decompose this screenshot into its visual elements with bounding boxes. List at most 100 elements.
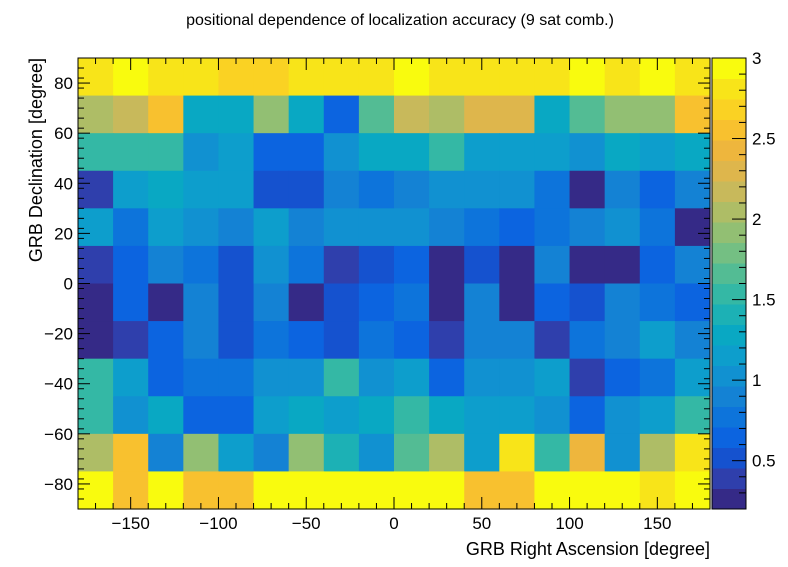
heatmap-cell — [394, 245, 430, 285]
heatmap-cell — [148, 283, 184, 322]
heatmap-cell — [253, 170, 290, 209]
heatmap-cell — [253, 396, 290, 435]
heatmap-cell — [394, 170, 430, 209]
heatmap-cell — [394, 358, 430, 397]
chart-title: positional dependence of localization ac… — [186, 12, 614, 29]
heatmap-cell — [358, 283, 395, 322]
heatmap-cell — [148, 358, 184, 397]
color-scale-segment — [712, 222, 746, 243]
heatmap-cell — [218, 95, 255, 134]
heatmap-cell — [183, 396, 220, 435]
heatmap-cell — [78, 433, 114, 473]
color-scale-segment — [712, 242, 746, 264]
heatmap-cell — [148, 95, 184, 134]
heatmap-cell — [148, 433, 184, 473]
heatmap-cell — [534, 396, 571, 435]
heatmap-cell — [569, 58, 606, 97]
heatmap-cell — [429, 396, 465, 435]
color-scale-segment — [712, 324, 746, 346]
heatmap-cell — [113, 321, 149, 360]
heatmap-cell — [674, 170, 711, 209]
heatmap-cell — [639, 433, 676, 473]
heatmap-cell — [499, 95, 536, 134]
heatmap-cell — [534, 321, 571, 360]
heatmap-cell — [604, 208, 641, 247]
heatmap-cell — [534, 283, 571, 322]
heatmap-cell — [148, 208, 184, 247]
heatmap-cell — [288, 170, 325, 209]
heatmap-cell — [113, 133, 149, 172]
heatmap-cell — [288, 95, 325, 134]
heatmap-cell — [358, 245, 395, 285]
heatmap-cell — [674, 245, 711, 285]
y-tick-label: 60 — [54, 124, 73, 143]
heatmap-cell — [148, 133, 184, 172]
heatmap-cell — [499, 170, 536, 209]
heatmap-cell — [464, 95, 500, 134]
color-scale-tick-label: 2 — [752, 210, 761, 229]
heatmap-cell — [429, 433, 465, 473]
heatmap-cell — [288, 133, 325, 172]
heatmap-cell — [499, 321, 536, 360]
heatmap-cell — [253, 58, 290, 97]
heatmap-cell — [323, 245, 360, 285]
heatmap-cell — [113, 95, 149, 134]
heatmap-cell — [113, 358, 149, 397]
heatmap-cell — [323, 133, 360, 172]
heatmap-cell — [604, 170, 641, 209]
heatmap-cell — [288, 433, 325, 473]
heatmap-cell — [604, 133, 641, 172]
heatmap-cell — [674, 283, 711, 322]
color-scale-tick-label: 3 — [752, 49, 761, 68]
heatmap-cell — [148, 58, 184, 97]
heatmap-cell — [253, 95, 290, 134]
heatmap-cell — [358, 58, 395, 97]
heatmap-cell — [429, 245, 465, 285]
color-scale-tick-label: 2.5 — [752, 130, 776, 149]
heatmap-cell — [323, 170, 360, 209]
heatmap-cell — [113, 170, 149, 209]
heatmap-cell — [358, 208, 395, 247]
heatmap-cell — [604, 396, 641, 435]
heatmap-cell — [183, 208, 220, 247]
heatmap-cell — [429, 358, 465, 397]
heatmap-cell — [569, 396, 606, 435]
heatmap-cell — [464, 283, 500, 322]
heatmap-cell — [499, 245, 536, 285]
heatmap-cell — [218, 358, 255, 397]
heatmap-cell — [604, 433, 641, 473]
heatmap-cell — [253, 245, 290, 285]
heatmap-cell — [148, 396, 184, 435]
color-scale-segment — [712, 181, 746, 202]
heatmap-cell — [183, 95, 220, 134]
heatmap-cell — [639, 358, 676, 397]
heatmap-cell — [639, 133, 676, 172]
color-scale-segment — [712, 304, 746, 325]
heatmap-cell — [569, 95, 606, 134]
heatmap-cell — [394, 321, 430, 360]
x-tick-label: 50 — [472, 514, 491, 533]
heatmap-cell — [288, 208, 325, 247]
color-scale-segment — [712, 78, 746, 100]
heatmap-cell — [674, 208, 711, 247]
x-tick-label: 100 — [555, 514, 583, 533]
heatmap-cell — [464, 245, 500, 285]
heatmap-cell — [394, 133, 430, 172]
y-tick-label: 40 — [54, 174, 73, 193]
x-axis-ticks: −150 −100 −50 0 50 100 150 — [95, 58, 693, 533]
heatmap-cell — [674, 95, 711, 134]
heatmap-cell — [394, 95, 430, 134]
heatmap-cell — [569, 170, 606, 209]
y-tick-label: 20 — [54, 224, 73, 243]
heatmap-cell — [464, 208, 500, 247]
heatmap-cell — [534, 208, 571, 247]
color-scale-tick-label: 1 — [752, 371, 761, 390]
heatmap-cell — [218, 58, 255, 97]
heatmap-cell — [464, 358, 500, 397]
heatmap-cell — [78, 245, 114, 285]
color-scale-segment — [712, 160, 746, 182]
heatmap-cell — [78, 95, 114, 134]
color-scale-segment — [712, 99, 746, 120]
heatmap-cell — [499, 133, 536, 172]
heatmap-cell — [674, 358, 711, 397]
